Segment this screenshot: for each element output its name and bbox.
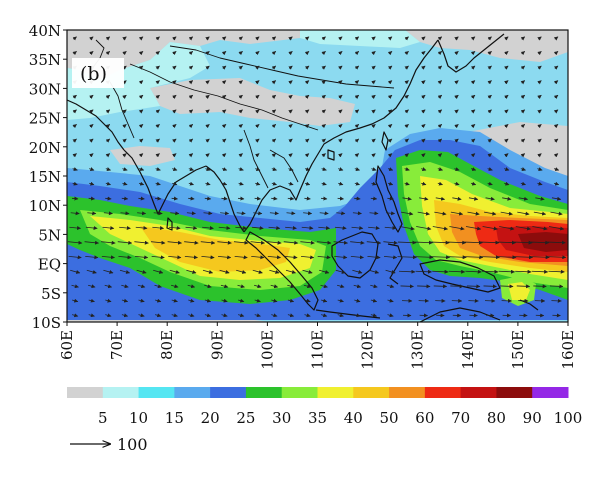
legend-swatch: [67, 387, 103, 398]
wind-vector: [467, 286, 480, 287]
legend-swatch: [139, 387, 175, 398]
panel-label-group: (b): [72, 58, 124, 88]
legend-label: 50: [380, 409, 399, 427]
legend-label: 70: [451, 409, 470, 427]
legend-swatch: [174, 387, 210, 398]
longitude-axis: 60E 70E 80E 90E 100E 110E 120E 130E 140E 150E 160E: [58, 322, 577, 370]
legend-label: 100: [554, 409, 583, 427]
legend-swatch: [461, 387, 497, 398]
latitude-axis: 40N 35N 30N 25N 20N 15N 10N 5N EQ 5S 10S: [29, 22, 67, 332]
legend-label: 60: [415, 409, 434, 427]
lat-tick-label: 5N: [38, 226, 61, 244]
legend-label: 5: [98, 409, 108, 427]
reference-vector-label: 100: [117, 435, 148, 454]
wind-vector: [533, 286, 546, 287]
lat-tick-label: 40N: [29, 22, 61, 40]
legend-label: 20: [201, 409, 220, 427]
legend-label: 35: [308, 409, 327, 427]
lat-tick-label: 25N: [29, 110, 61, 128]
lon-tick-label: 130E: [409, 330, 427, 370]
legend-swatch: [532, 387, 568, 398]
lat-tick-label: 15N: [29, 168, 61, 186]
wind-vector: [500, 286, 513, 287]
wind-vector: [517, 286, 530, 287]
wind-vector: [417, 286, 430, 287]
legend-label: 15: [165, 409, 184, 427]
lat-tick-label: 20N: [29, 139, 61, 157]
legend-swatch: [210, 387, 246, 398]
legend-swatch: [496, 387, 532, 398]
lat-tick-label: 10S: [32, 314, 61, 332]
lon-tick-label: 90E: [208, 330, 226, 360]
lat-tick-label: 30N: [29, 80, 61, 98]
wind-vector: [434, 286, 447, 287]
lon-tick-label: 160E: [559, 330, 577, 370]
legend-swatch: [389, 387, 425, 398]
legend-swatch: [282, 387, 318, 398]
panel-label: (b): [80, 63, 107, 85]
legend-swatch: [318, 387, 354, 398]
legend-label: 40: [344, 409, 363, 427]
lon-tick-label: 120E: [359, 330, 377, 370]
legend-swatch: [246, 387, 282, 398]
lat-tick-label: 5S: [41, 285, 61, 303]
lon-tick-label: 140E: [459, 330, 477, 370]
lon-tick-label: 60E: [58, 330, 76, 360]
map-panel: (b) 40N 35N 30N 25N 20N 15N 10N 5N EQ 5S 10S 60E 70…: [29, 22, 577, 370]
wind-vector: [484, 286, 497, 287]
lat-tick-label: 10N: [29, 197, 61, 215]
legend-swatch: [103, 387, 139, 398]
wind-vector: [550, 286, 563, 287]
legend-label: 80: [487, 409, 506, 427]
legend-label: 25: [236, 409, 255, 427]
lon-tick-label: 110E: [309, 330, 327, 370]
lon-tick-label: 100E: [258, 330, 276, 370]
legend-swatch: [353, 387, 389, 398]
lon-tick-label: 150E: [509, 330, 527, 370]
legend-swatch: [425, 387, 461, 398]
legend-label: 10: [129, 409, 148, 427]
wind-vector: [401, 286, 414, 287]
legend-label: 30: [272, 409, 291, 427]
lat-tick-label: 35N: [29, 51, 61, 69]
reference-vector: 100: [70, 435, 148, 454]
lon-tick-label: 70E: [108, 330, 126, 360]
color-legend: 5 10 15 20 25 30 35 40 50 60 70 80 90 100: [67, 387, 582, 427]
lon-tick-label: 80E: [158, 330, 176, 360]
wind-vector: [450, 286, 463, 287]
lat-tick-label: EQ: [38, 256, 61, 274]
legend-label: 90: [523, 409, 542, 427]
